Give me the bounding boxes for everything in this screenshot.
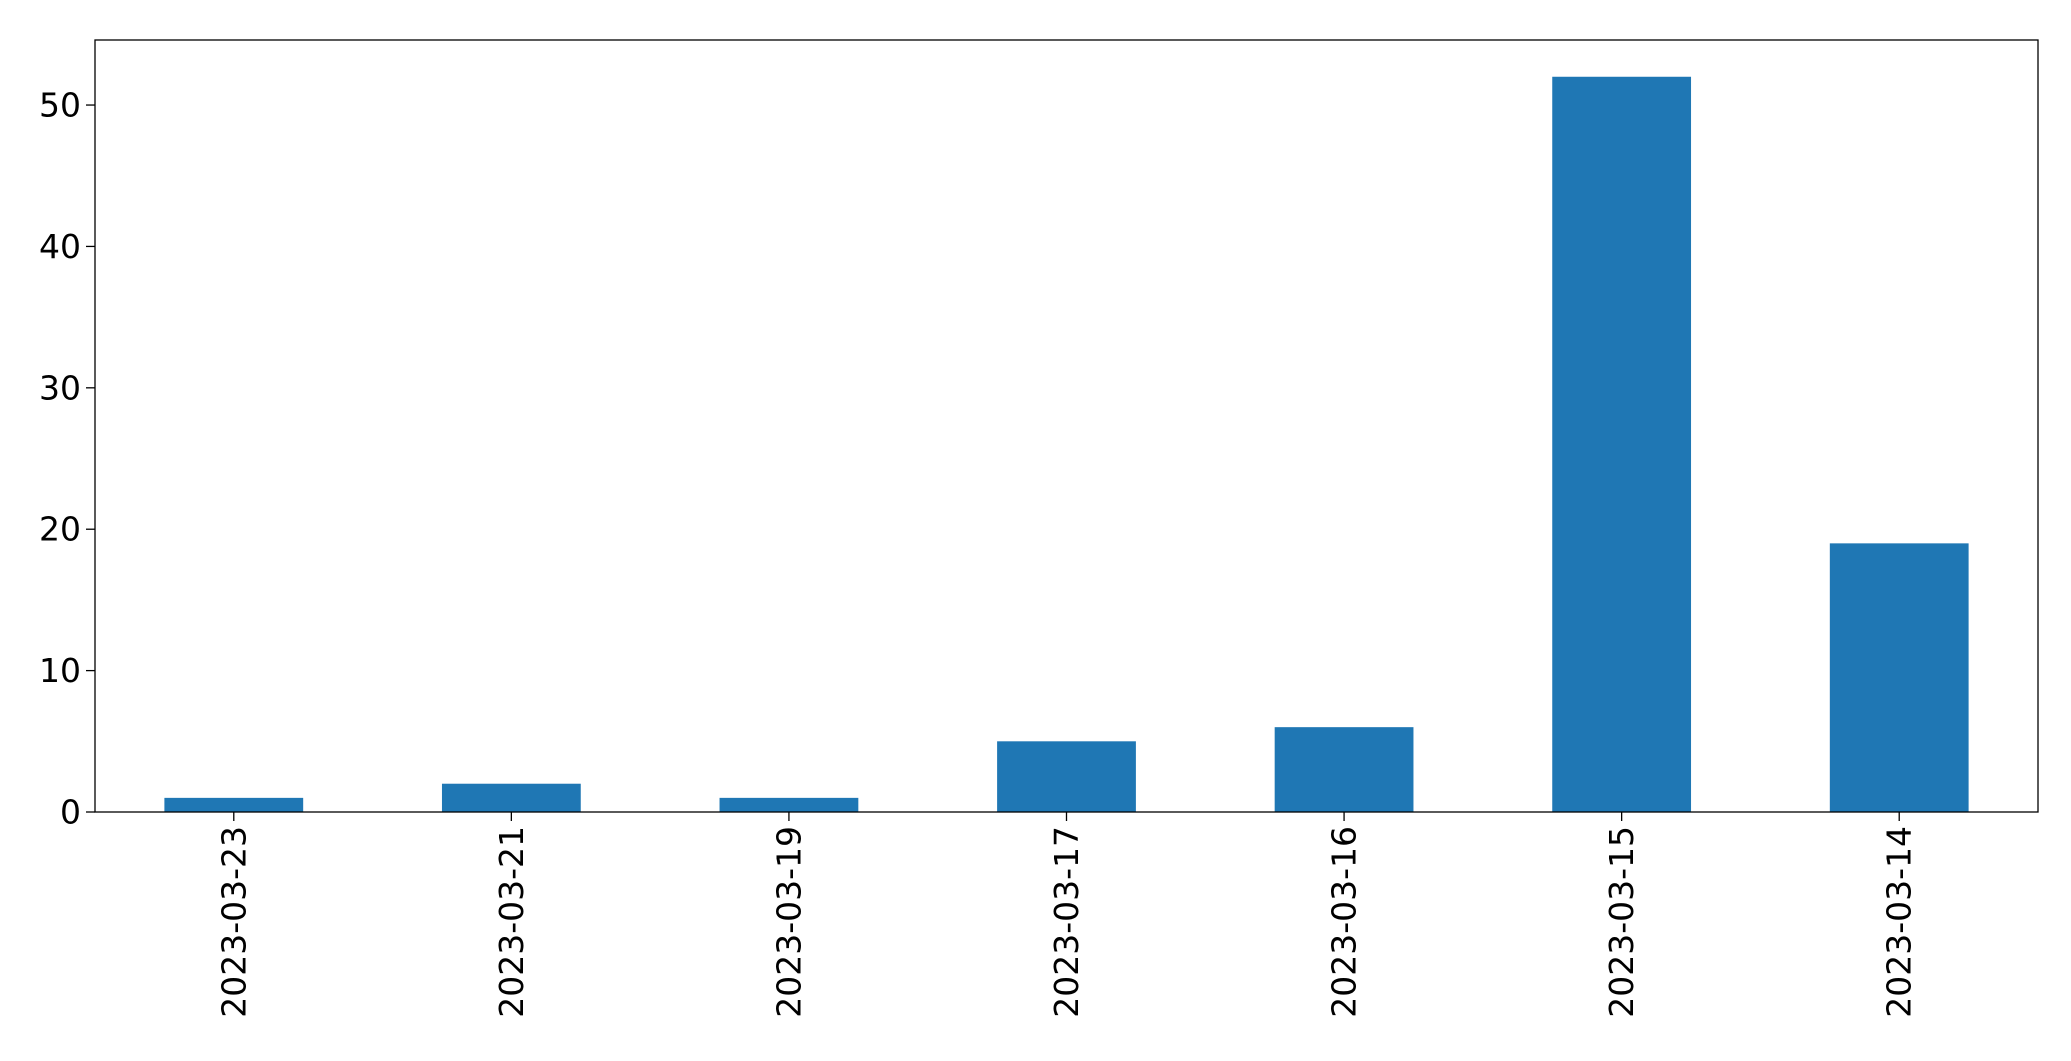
x-tick-label: 2023-03-16: [1325, 826, 1364, 1018]
y-axis: 0 10 20 30 40 50: [39, 86, 95, 832]
y-tick-label: 10: [39, 651, 81, 690]
bar-2023-03-19: [719, 797, 859, 812]
x-tick-label: 2023-03-21: [492, 826, 531, 1018]
y-tick-label: 30: [39, 368, 81, 407]
x-tick-label: 2023-03-17: [1047, 826, 1086, 1018]
plot-frame: [94, 39, 2039, 813]
y-tick-label: 50: [39, 86, 81, 125]
x-tick-label: 2023-03-23: [214, 826, 253, 1018]
x-tick-label: 2023-03-14: [1880, 826, 1919, 1018]
x-tick-label: 2023-03-15: [1602, 826, 1641, 1018]
y-tick-label: 20: [39, 510, 81, 549]
bar-2023-03-21: [441, 783, 581, 812]
x-tick-label: 2023-03-19: [769, 826, 808, 1018]
x-axis: 2023-03-23 2023-03-21 2023-03-19 2023-03-17…: [214, 812, 1919, 1018]
bar-2023-03-17: [997, 741, 1136, 812]
y-tick-label: 40: [39, 227, 81, 266]
bars-layer: [164, 76, 1969, 812]
bar-2023-03-16: [1274, 727, 1414, 812]
bar-2023-03-23: [164, 797, 304, 812]
bar-2023-03-14: [1829, 543, 1969, 812]
bar-2023-03-15: [1552, 76, 1692, 812]
y-tick-label: 0: [60, 793, 81, 832]
